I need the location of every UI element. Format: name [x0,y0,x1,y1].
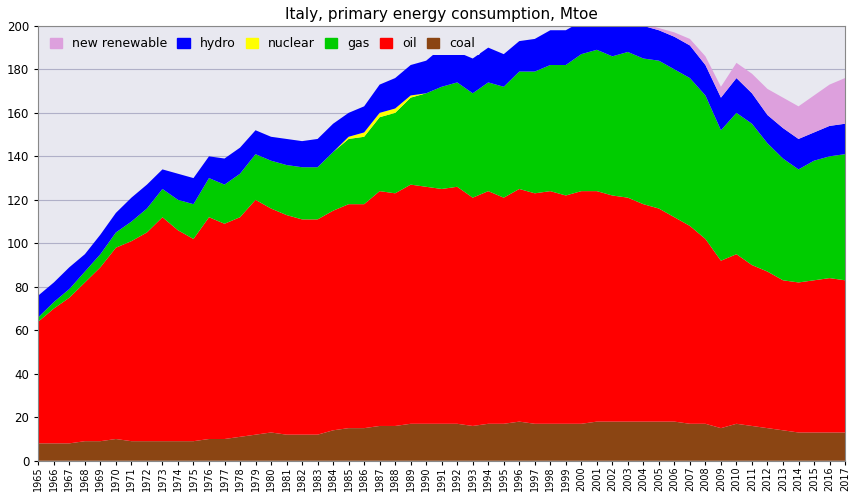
Legend: new renewable, hydro, nuclear, gas, oil, coal: new renewable, hydro, nuclear, gas, oil,… [45,32,480,55]
Title: Italy, primary energy consumption, Mtoe: Italy, primary energy consumption, Mtoe [285,7,598,22]
